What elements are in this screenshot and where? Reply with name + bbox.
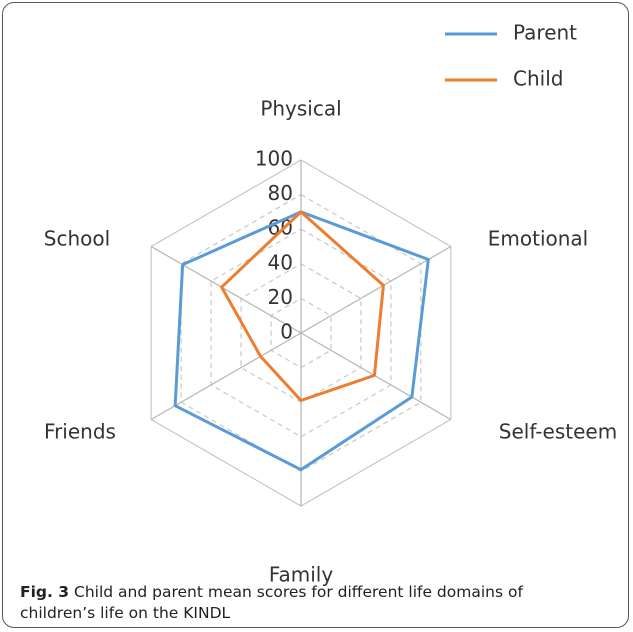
spoke: [300, 245, 452, 334]
category-label: Self-esteem: [499, 420, 617, 444]
r-tick-label: 0: [280, 320, 293, 344]
caption-text: Child and parent mean scores for differe…: [20, 583, 523, 622]
legend-label: Parent: [513, 21, 577, 45]
caption-label: Fig. 3: [20, 583, 70, 601]
spoke: [300, 332, 452, 421]
category-label: Friends: [44, 420, 116, 444]
legend-label: Child: [513, 67, 563, 91]
r-tick-label: 20: [268, 285, 293, 309]
r-tick-label: 40: [268, 250, 293, 274]
category-label: Emotional: [488, 227, 588, 251]
category-label: Physical: [260, 97, 341, 121]
caption: Fig. 3 Child and parent mean scores for …: [20, 582, 600, 624]
category-label: School: [44, 227, 110, 251]
r-tick-label: 60: [268, 216, 293, 240]
series-line: [173, 210, 430, 472]
series-line: [220, 210, 385, 402]
spoke: [150, 245, 302, 334]
r-tick-label: 80: [268, 181, 293, 205]
category-label: Family: [269, 563, 334, 587]
r-tick-label: 100: [255, 147, 293, 171]
